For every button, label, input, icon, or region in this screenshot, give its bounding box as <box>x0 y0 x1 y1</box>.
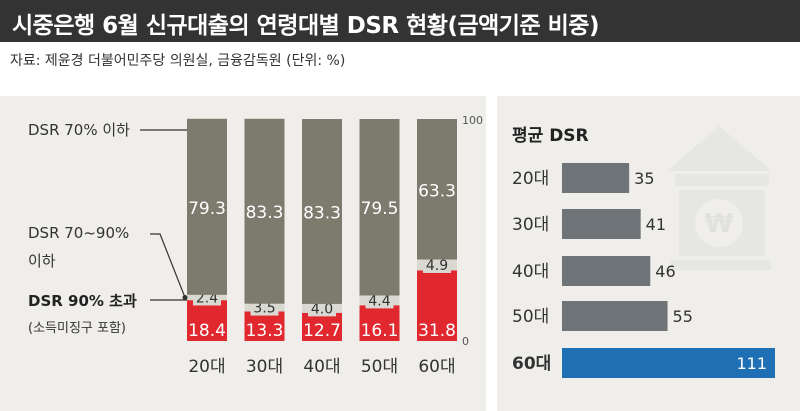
data-label: 31.8 <box>418 321 456 341</box>
data-label: 13.3 <box>246 321 284 341</box>
side-value-label: 46 <box>655 262 675 281</box>
y-tick-label: 0 <box>462 335 469 348</box>
side-chart-title: 평균 DSR <box>512 126 589 146</box>
avg-dsr-chart: ₩ 평균 DSR 20대 35 30대 41 40대 46 50대 55 60대 111 <box>497 96 800 411</box>
side-category-label: 60대 <box>512 354 551 374</box>
data-label: 4.9 <box>426 258 448 274</box>
source-note: 자료: 제윤경 더불어민주당 의원실, 금융감독원 (단위: %) <box>10 50 345 70</box>
legend-sublabel: 이하 <box>28 252 56 270</box>
x-tick-label: 50대 <box>361 357 398 377</box>
avg-dsr-panel: ₩ 평균 DSR 20대 35 30대 41 40대 46 50대 55 60대 111 <box>497 96 800 411</box>
chart-title: 시중은행 6월 신규대출의 연령대별 DSR 현황(금액기준 비중) <box>12 6 599 40</box>
data-label: 16.1 <box>361 321 399 341</box>
side-value-label: 41 <box>646 215 666 234</box>
legend-sublabel: (소득미징구 포함) <box>28 321 126 336</box>
data-label: 83.3 <box>303 203 341 223</box>
side-bar <box>562 256 650 286</box>
side-bar <box>562 163 629 193</box>
stacked-chart-panel: 100 0 18.4 2.4 79.3 20대 13.3 3.5 83.3 30대 12.7 4.0 8… <box>0 96 486 411</box>
data-label: 83.3 <box>246 203 284 223</box>
side-bar <box>562 301 668 331</box>
x-tick-label: 30대 <box>246 357 283 377</box>
side-bar <box>562 209 641 239</box>
legend-label: DSR 70~90% <box>28 224 129 242</box>
legend-label: DSR 90% 초과 <box>28 292 137 310</box>
side-category-label: 50대 <box>512 307 549 327</box>
legend-label: DSR 70% 이하 <box>28 121 130 139</box>
title-bar: 시중은행 6월 신규대출의 연령대별 DSR 현황(금액기준 비중) <box>0 0 800 42</box>
data-label: 12.7 <box>303 321 341 341</box>
data-label: 79.3 <box>188 199 226 219</box>
x-tick-label: 60대 <box>418 357 455 377</box>
y-tick-label: 100 <box>462 114 483 127</box>
side-value-label: 55 <box>673 307 693 326</box>
legend-dot <box>183 295 188 300</box>
side-value-label: 111 <box>736 354 767 373</box>
svg-text:₩: ₩ <box>705 209 734 239</box>
data-label: 79.5 <box>361 199 399 219</box>
data-label: 63.3 <box>418 181 456 201</box>
legend-connector <box>150 234 185 297</box>
side-category-label: 20대 <box>512 169 549 189</box>
side-category-label: 40대 <box>512 262 549 282</box>
side-value-label: 35 <box>634 169 654 188</box>
data-label: 18.4 <box>188 321 226 341</box>
stacked-bar-chart: 100018.42.479.320대13.33.583.330대12.74.08… <box>0 96 486 411</box>
x-tick-label: 40대 <box>303 357 340 377</box>
data-label: 4.4 <box>368 293 390 309</box>
side-category-label: 30대 <box>512 215 549 235</box>
x-tick-label: 20대 <box>188 357 225 377</box>
bank-icon: ₩ <box>667 126 772 270</box>
